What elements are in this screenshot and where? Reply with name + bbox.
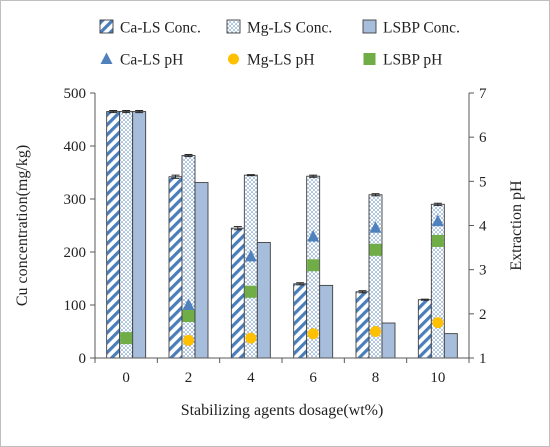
bar: [417, 299, 432, 359]
ph-point: [369, 221, 382, 233]
ph-point: [431, 234, 444, 247]
legend-label: Mg-LS Conc.: [247, 20, 332, 37]
x-tick-label: 0: [122, 370, 130, 386]
ph-point: [244, 285, 257, 298]
y-tick-label: 200: [64, 245, 87, 261]
bar: [181, 155, 196, 359]
y-tick-label: 400: [64, 139, 87, 155]
legend-swatch: [99, 19, 114, 34]
legend-swatch: [362, 19, 377, 34]
legend-marker: [228, 53, 239, 65]
ph-point: [369, 243, 382, 256]
bar: [230, 227, 245, 359]
ph-point: [182, 298, 195, 310]
x-tick-label: 6: [309, 370, 317, 386]
y2-tick-label: 6: [479, 130, 487, 146]
y2-tick-label: 3: [479, 263, 487, 279]
y-tick-label: 300: [64, 192, 87, 208]
bar: [194, 182, 209, 359]
legend-label: LSBP pH: [383, 52, 442, 69]
y2-tick-label: 4: [479, 219, 487, 235]
bar: [106, 111, 121, 359]
ph-point: [182, 310, 195, 323]
legend-label: Mg-LS pH: [247, 52, 315, 69]
bar: [119, 111, 134, 359]
y-tick-label: 100: [64, 298, 87, 314]
bar: [443, 333, 458, 359]
ph-point: [431, 214, 444, 227]
ph-point: [244, 249, 257, 262]
x-axis-title: Stabilizing agents dosage(wt%): [181, 402, 384, 419]
ph-point: [245, 332, 257, 344]
ph-point: [307, 230, 320, 242]
legend-marker: [100, 52, 113, 64]
ph-point: [120, 332, 133, 345]
y2-tick-label: 7: [479, 86, 487, 102]
legend-label: LSBP Conc.: [383, 20, 460, 37]
chart-legend: Ca-LS Conc. Mg-LS Conc. LSBP Conc. Ca-LS pH…: [99, 19, 460, 69]
chart-axes: 0 100 200 300 400 500 1 2 3 4 5 6 7 0 2 4 6 8 10: [64, 86, 488, 386]
y-axis-title: Cu concentration(mg/kg): [14, 145, 31, 306]
legend-label: Ca-LS pH: [120, 52, 183, 69]
ph-point: [432, 317, 444, 329]
ph-point: [307, 259, 320, 272]
plot-area: [106, 109, 458, 359]
x-tick-label: 4: [247, 370, 255, 386]
legend-label: Ca-LS Conc.: [120, 20, 201, 37]
bar: [243, 174, 258, 359]
ph-point: [307, 328, 319, 340]
bar: [256, 242, 271, 359]
y-tick-label: 0: [79, 351, 87, 367]
bar: [132, 111, 147, 359]
ph-point: [370, 326, 381, 337]
bar: [430, 203, 445, 359]
bar: [381, 322, 396, 359]
x-tick-label: 8: [372, 370, 380, 386]
x-tick-label: 2: [185, 370, 193, 386]
legend-marker: [363, 53, 376, 65]
bar: [293, 283, 308, 359]
y2-tick-label: 5: [479, 174, 487, 190]
ph-point: [183, 334, 194, 346]
bar: [168, 176, 183, 359]
y2-tick-label: 1: [479, 351, 487, 367]
legend-swatch: [226, 19, 241, 34]
bar: [319, 284, 334, 359]
y2-axis-title: Extraction pH: [508, 180, 525, 271]
y2-tick-label: 2: [479, 307, 487, 323]
bar: [355, 291, 370, 359]
x-tick-label: 10: [430, 370, 445, 386]
y-tick-label: 500: [64, 86, 87, 102]
